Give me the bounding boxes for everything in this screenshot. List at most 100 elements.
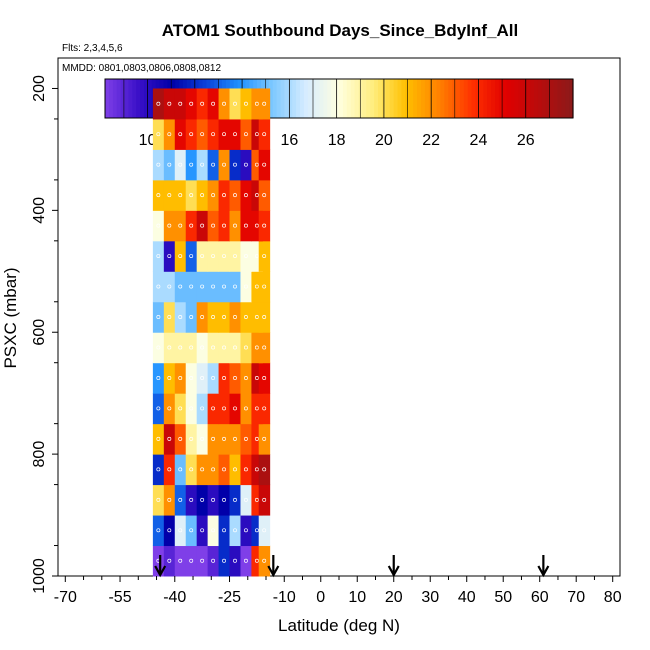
heatmap-cell <box>207 118 220 150</box>
data-point-marker <box>200 497 205 502</box>
data-point-marker <box>254 497 259 502</box>
heatmap-cell <box>218 545 231 577</box>
data-point-marker <box>211 254 216 259</box>
colorbar-segment <box>526 79 531 118</box>
heatmap-cell <box>240 545 252 577</box>
heatmap-cell <box>163 423 176 455</box>
data-point-marker <box>254 284 259 289</box>
data-point-marker <box>200 132 205 137</box>
data-point-marker <box>156 193 161 198</box>
data-point-marker <box>167 497 172 502</box>
data-point-marker <box>262 284 267 289</box>
heatmap-cell <box>185 210 198 242</box>
data-point-marker <box>233 254 237 259</box>
y-axis: 200 400 600 800 1000 <box>31 75 58 594</box>
heatmap-cell <box>240 423 252 455</box>
heatmap-cell <box>196 88 209 120</box>
y-tick-label: 1000 <box>31 558 48 594</box>
colorbar-segment <box>292 79 297 118</box>
heatmap-cell <box>196 179 209 211</box>
data-point-marker <box>178 345 183 350</box>
heatmap-cell <box>174 179 187 211</box>
dates-note: MMDD: 0801,0803,0806,0808,0812 <box>62 63 221 74</box>
data-point-marker <box>222 193 226 198</box>
data-point-marker <box>243 497 248 502</box>
colorbar-segment <box>303 79 309 118</box>
heatmap-cell <box>185 332 198 364</box>
data-point-marker <box>200 436 205 441</box>
colorbar-segment <box>272 79 278 118</box>
heatmap-cell <box>258 515 271 547</box>
heatmap-cell <box>174 454 187 486</box>
heatmap-cell <box>251 484 263 516</box>
data-point-marker <box>262 436 267 441</box>
heatmap-cell <box>258 454 271 486</box>
data-point-marker <box>189 223 194 228</box>
colorbar-segment <box>401 79 406 118</box>
data-point-marker <box>211 406 216 411</box>
colorbar-segment <box>409 79 414 118</box>
data-point-marker <box>178 315 183 319</box>
heatmap-cell <box>152 88 165 120</box>
colorbar-segment <box>108 79 114 118</box>
colorbar-segment <box>136 79 141 118</box>
data-point-marker <box>262 497 267 502</box>
data-point-marker <box>189 284 194 289</box>
x-tick-label: 20 <box>385 589 403 606</box>
colorbar-segment <box>553 79 558 118</box>
data-point-marker <box>178 467 183 472</box>
colorbar-segment <box>541 79 547 118</box>
x-tick-label: -25 <box>218 589 241 606</box>
heatmap-cell <box>218 454 231 486</box>
data-point-marker <box>189 406 194 411</box>
heatmap-cell <box>240 271 252 303</box>
colorbar-segment <box>339 79 344 118</box>
colorbar-segment <box>491 79 496 118</box>
heatmap-cell <box>229 515 241 547</box>
heatmap-cell <box>229 423 241 455</box>
data-point-marker <box>178 528 183 533</box>
data-point-marker <box>189 558 194 563</box>
heatmap-cell <box>258 149 271 181</box>
data-point-marker <box>156 254 161 259</box>
heatmap-cell <box>163 88 176 120</box>
colorbar-segment <box>342 79 348 118</box>
data-point-marker <box>189 101 194 106</box>
data-point-marker <box>222 345 226 350</box>
data-point-marker <box>189 528 194 533</box>
data-point-marker <box>178 436 183 441</box>
heatmap-cell <box>258 88 271 120</box>
heatmap-cell <box>218 393 231 425</box>
x-tick-label: -40 <box>163 589 186 606</box>
data-point-marker <box>211 284 216 289</box>
data-point-marker <box>243 375 248 380</box>
colorbar-segment <box>307 79 313 118</box>
data-point-marker <box>262 467 267 472</box>
data-point-marker <box>156 101 161 106</box>
colorbar-segment <box>296 79 301 118</box>
x-tick-label: 10 <box>348 589 366 606</box>
data-point-marker <box>262 528 267 533</box>
data-point-marker <box>233 162 237 167</box>
heatmap-cell <box>251 332 263 364</box>
heatmap-cell <box>251 393 263 425</box>
data-point-marker <box>254 193 259 198</box>
heatmap-cell <box>185 484 198 516</box>
heatmap-cell <box>258 484 271 516</box>
colorbar-segment <box>417 79 422 118</box>
heatmap-cell <box>240 332 252 364</box>
heatmap-cell <box>196 271 209 303</box>
heatmap-cell <box>218 210 231 242</box>
heatmap-cell <box>218 301 231 333</box>
data-point-marker <box>254 223 259 228</box>
data-point-marker <box>178 558 183 563</box>
y-tick-label: 200 <box>31 75 48 102</box>
colorbar-segment <box>534 79 539 118</box>
data-point-marker <box>200 375 205 380</box>
colorbar-segment <box>354 79 360 118</box>
data-point-marker <box>200 254 205 259</box>
heatmap-cell <box>229 484 241 516</box>
heatmap-cell <box>207 484 220 516</box>
heatmap-cell <box>185 88 198 120</box>
